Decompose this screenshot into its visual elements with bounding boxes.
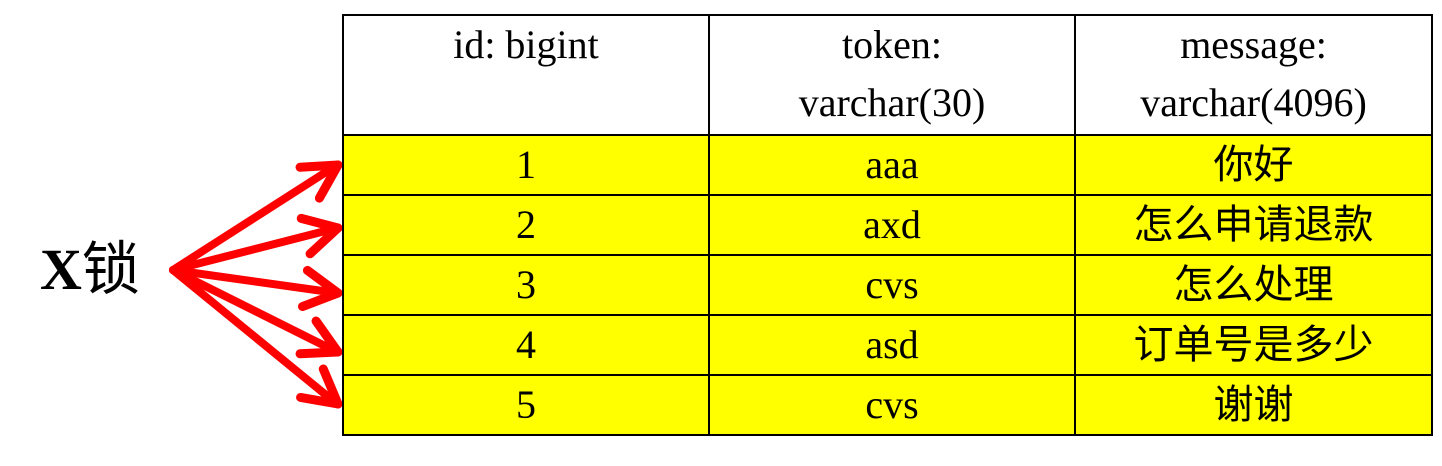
cell-id: 4 <box>342 314 710 376</box>
cell-token: axd <box>708 194 1076 256</box>
x-lock-label: X锁 <box>40 238 140 302</box>
arrow <box>169 266 343 409</box>
cell-id: 2 <box>342 194 710 256</box>
table-row: 4 asd 订单号是多少 <box>342 314 1433 376</box>
header-type: varchar(4096) <box>1140 80 1367 125</box>
table-row: 2 axd 怎么申请退款 <box>342 194 1433 256</box>
cell-id: 1 <box>342 134 710 196</box>
cell-token: cvs <box>708 374 1076 436</box>
cell-message: 谢谢 <box>1074 374 1433 436</box>
header-text: token: <box>842 22 942 67</box>
x-lock-text: 锁 <box>81 237 140 302</box>
table-row: 3 cvs 怎么处理 <box>342 254 1433 316</box>
header-token: token: varchar(30) <box>708 14 1076 136</box>
cell-message: 怎么处理 <box>1074 254 1433 316</box>
cell-token: cvs <box>708 254 1076 316</box>
cell-id: 5 <box>342 374 710 436</box>
arrow <box>169 265 343 312</box>
cell-message: 你好 <box>1074 134 1433 196</box>
header-id: id: bigint <box>342 14 710 136</box>
arrow <box>169 266 343 359</box>
header-text: message: <box>1180 22 1327 67</box>
arrow <box>169 160 343 274</box>
table-row: 5 cvs 谢谢 <box>342 374 1433 436</box>
header-text: id: bigint <box>453 22 599 67</box>
cell-message: 怎么申请退款 <box>1074 194 1433 256</box>
cell-message: 订单号是多少 <box>1074 314 1433 376</box>
cell-id: 3 <box>342 254 710 316</box>
table-row: 1 aaa 你好 <box>342 134 1433 196</box>
data-table: id: bigint token: varchar(30) message: var… <box>342 14 1433 436</box>
x-lock-letter: X <box>40 237 82 302</box>
header-type: varchar(30) <box>798 80 986 125</box>
cell-token: aaa <box>708 134 1076 196</box>
cell-token: asd <box>708 314 1076 376</box>
arrow <box>169 213 343 274</box>
header-message: message: varchar(4096) <box>1074 14 1433 136</box>
header-row: id: bigint token: varchar(30) message: var… <box>342 14 1433 136</box>
